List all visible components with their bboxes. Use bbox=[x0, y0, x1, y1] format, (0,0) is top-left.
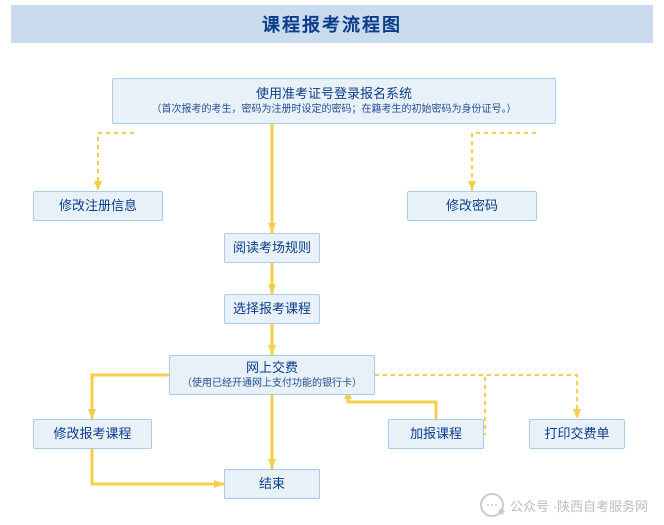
node-title: 修改报考课程 bbox=[53, 425, 131, 443]
node-editReg: 修改注册信息 bbox=[33, 191, 163, 221]
node-print: 打印交费单 bbox=[529, 419, 625, 449]
footer-prefix: 公众号 · bbox=[510, 496, 557, 515]
node-select: 选择报考课程 bbox=[224, 294, 320, 324]
node-title: 加报课程 bbox=[410, 425, 462, 443]
node-add: 加报课程 bbox=[388, 419, 484, 449]
node-title: 结束 bbox=[259, 475, 285, 493]
node-title: 选择报考课程 bbox=[233, 300, 311, 318]
node-title: 阅读考场规则 bbox=[233, 239, 311, 257]
node-title: 打印交费单 bbox=[544, 425, 609, 443]
node-title: 修改密码 bbox=[446, 197, 498, 215]
node-title: 修改注册信息 bbox=[59, 197, 137, 215]
title-text: 课程报考流程图 bbox=[262, 11, 402, 37]
node-chgPwd: 修改密码 bbox=[407, 191, 537, 221]
node-modify: 修改报考课程 bbox=[33, 419, 152, 449]
node-subtitle: （首次报考的考生，密码为注册时设定的密码；在籍考生的初始密码为身份证号。） bbox=[152, 103, 517, 117]
source-footer: 公众号 · 陕西自考服务网 bbox=[480, 493, 648, 517]
node-rules: 阅读考场规则 bbox=[224, 233, 320, 263]
node-login: 使用准考证号登录报名系统（首次报考的考生，密码为注册时设定的密码；在籍考生的初始… bbox=[112, 78, 556, 124]
wechat-icon bbox=[480, 493, 504, 517]
node-title: 网上交费 bbox=[246, 359, 298, 377]
title-banner: 课程报考流程图 bbox=[11, 5, 653, 43]
node-subtitle: （使用已经开通网上支付功能的银行卡） bbox=[182, 377, 362, 391]
node-title: 使用准考证号登录报名系统 bbox=[256, 85, 412, 103]
node-pay: 网上交费（使用已经开通网上支付功能的银行卡） bbox=[169, 355, 375, 395]
node-end: 结束 bbox=[224, 469, 320, 499]
footer-name: 陕西自考服务网 bbox=[557, 496, 648, 515]
